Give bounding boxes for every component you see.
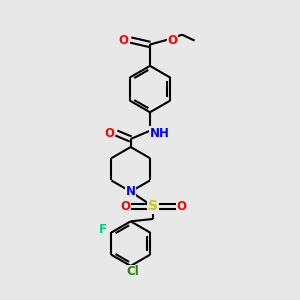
Text: O: O xyxy=(105,127,115,140)
Text: N: N xyxy=(126,185,136,198)
Text: O: O xyxy=(167,34,177,46)
Text: O: O xyxy=(118,34,128,46)
Text: F: F xyxy=(98,223,106,236)
Text: O: O xyxy=(120,200,130,213)
Text: S: S xyxy=(148,200,158,214)
Text: Cl: Cl xyxy=(127,266,140,278)
Text: NH: NH xyxy=(150,127,170,140)
Text: O: O xyxy=(177,200,187,213)
